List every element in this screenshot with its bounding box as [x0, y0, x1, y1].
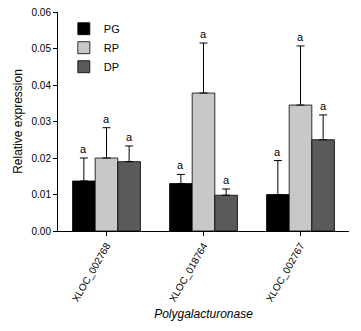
svg-text:0.05: 0.05: [32, 43, 52, 54]
svg-text:XLOC_002768: XLOC_002768: [70, 241, 113, 304]
svg-text:XLOC_002767: XLOC_002767: [264, 241, 307, 304]
svg-text:PG: PG: [104, 23, 120, 35]
svg-text:0.02: 0.02: [32, 153, 52, 164]
svg-text:DP: DP: [104, 61, 119, 73]
svg-text:0.00: 0.00: [32, 226, 52, 237]
svg-text:Relative expression: Relative expression: [11, 69, 25, 174]
svg-text:a: a: [223, 174, 230, 186]
svg-text:0.01: 0.01: [32, 189, 52, 200]
svg-text:a: a: [274, 146, 281, 158]
svg-text:Polygalacturonase: Polygalacturonase: [154, 307, 253, 321]
svg-text:a: a: [177, 159, 184, 171]
svg-text:0.03: 0.03: [32, 116, 52, 127]
svg-text:a: a: [103, 113, 110, 125]
svg-text:a: a: [80, 143, 87, 155]
svg-text:a: a: [320, 100, 327, 112]
svg-text:0.06: 0.06: [32, 7, 52, 18]
svg-text:a: a: [297, 31, 304, 43]
svg-text:XLOC_018764: XLOC_018764: [167, 241, 210, 304]
svg-text:0.04: 0.04: [32, 80, 52, 91]
svg-text:a: a: [126, 131, 133, 143]
svg-text:RP: RP: [104, 42, 119, 54]
svg-text:a: a: [200, 28, 207, 40]
